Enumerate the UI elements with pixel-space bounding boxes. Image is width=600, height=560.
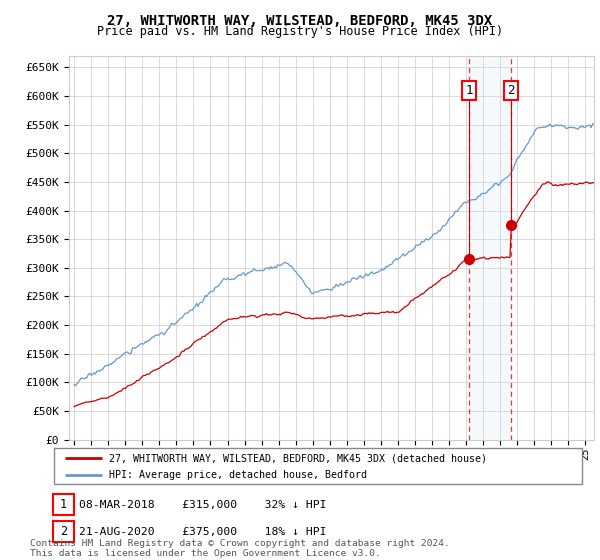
Text: 27, WHITWORTH WAY, WILSTEAD, BEDFORD, MK45 3DX: 27, WHITWORTH WAY, WILSTEAD, BEDFORD, MK…: [107, 14, 493, 28]
Text: 27, WHITWORTH WAY, WILSTEAD, BEDFORD, MK45 3DX (detached house): 27, WHITWORTH WAY, WILSTEAD, BEDFORD, MK…: [109, 453, 487, 463]
Text: 1: 1: [60, 498, 67, 511]
Text: Contains HM Land Registry data © Crown copyright and database right 2024.
This d: Contains HM Land Registry data © Crown c…: [30, 539, 450, 558]
Text: 2: 2: [60, 525, 67, 538]
Text: 08-MAR-2018    £315,000    32% ↓ HPI: 08-MAR-2018 £315,000 32% ↓ HPI: [79, 500, 326, 510]
Text: 21-AUG-2020    £375,000    18% ↓ HPI: 21-AUG-2020 £375,000 18% ↓ HPI: [79, 527, 326, 536]
FancyBboxPatch shape: [54, 448, 582, 484]
Text: 1: 1: [466, 84, 473, 97]
Text: 2: 2: [508, 84, 515, 97]
Bar: [469, 56, 511, 440]
Text: HPI: Average price, detached house, Bedford: HPI: Average price, detached house, Bedf…: [109, 470, 367, 480]
Text: Price paid vs. HM Land Registry's House Price Index (HPI): Price paid vs. HM Land Registry's House …: [97, 25, 503, 38]
